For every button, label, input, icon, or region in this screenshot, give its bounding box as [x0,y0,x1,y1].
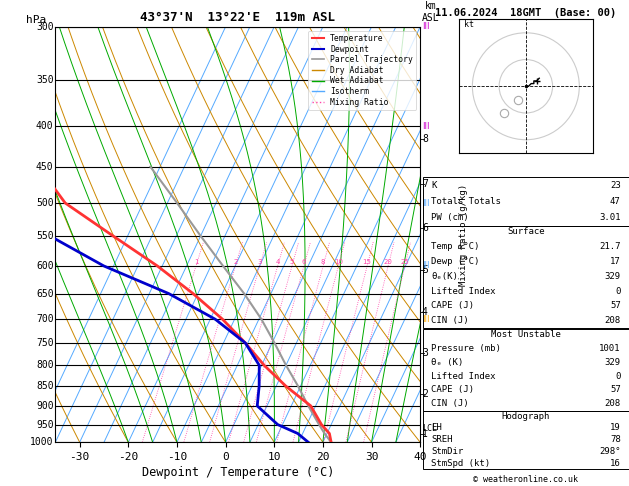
Text: 16: 16 [610,458,621,468]
Bar [423,177,629,226]
Text: CAPE (J): CAPE (J) [431,385,474,395]
Text: Lifted Index: Lifted Index [431,372,496,381]
Text: Pressure (mb): Pressure (mb) [431,344,501,353]
Text: 550: 550 [36,231,53,241]
Text: III: III [422,261,430,270]
Text: CIN (J): CIN (J) [431,399,469,408]
Text: 57: 57 [610,385,621,395]
Text: Dewp (°C): Dewp (°C) [431,257,479,266]
Text: K: K [431,181,437,190]
Bar [423,411,629,469]
Title: 43°37'N  13°22'E  119m ASL: 43°37'N 13°22'E 119m ASL [140,11,335,24]
Text: 400: 400 [36,121,53,131]
Text: EH: EH [431,423,442,432]
Text: 20: 20 [384,259,392,265]
Text: 4: 4 [422,307,428,317]
Text: 8: 8 [422,134,428,144]
Text: 21.7: 21.7 [599,243,621,251]
Text: 1: 1 [194,259,198,265]
Text: 600: 600 [36,261,53,271]
Text: Lifted Index: Lifted Index [431,287,496,295]
Text: 850: 850 [36,381,53,391]
Text: 6: 6 [422,223,428,233]
Text: θₑ (K): θₑ (K) [431,358,463,367]
Text: 25: 25 [401,259,409,265]
Text: 17: 17 [610,257,621,266]
Text: 329: 329 [604,272,621,281]
Text: 5: 5 [290,259,294,265]
Text: 950: 950 [36,419,53,430]
Text: 3: 3 [422,348,428,358]
Text: 4: 4 [276,259,280,265]
Text: 900: 900 [36,401,53,411]
Text: 298°: 298° [599,447,621,455]
X-axis label: Dewpoint / Temperature (°C): Dewpoint / Temperature (°C) [142,466,334,479]
Text: StmDir: StmDir [431,447,463,455]
Text: 47: 47 [610,197,621,206]
Text: 1000: 1000 [30,437,53,447]
Text: 78: 78 [610,434,621,444]
Text: III: III [422,199,430,208]
Text: CIN (J): CIN (J) [431,316,469,325]
Text: III: III [422,314,430,324]
Text: 8: 8 [321,259,325,265]
Text: kt: kt [464,20,474,30]
Text: 23: 23 [610,181,621,190]
Text: 500: 500 [36,198,53,208]
Text: 57: 57 [610,301,621,311]
Text: 450: 450 [36,162,53,172]
Text: Temp (°C): Temp (°C) [431,243,479,251]
Text: Most Unstable: Most Unstable [491,330,561,339]
Text: 1: 1 [422,429,428,439]
Text: 800: 800 [36,360,53,370]
Bar [423,226,629,328]
Text: 700: 700 [36,314,53,324]
Text: CAPE (J): CAPE (J) [431,301,474,311]
Bar [423,329,629,411]
Text: 300: 300 [36,22,53,32]
Text: 0: 0 [615,372,621,381]
Text: 1001: 1001 [599,344,621,353]
Text: 208: 208 [604,316,621,325]
Text: 350: 350 [36,75,53,85]
Text: 7: 7 [422,179,428,189]
Text: Mixing Ratio (g/kg): Mixing Ratio (g/kg) [459,183,469,286]
Text: SREH: SREH [431,434,452,444]
Text: Hodograph: Hodograph [502,412,550,421]
Text: 6: 6 [302,259,306,265]
Text: 208: 208 [604,399,621,408]
Text: PW (cm): PW (cm) [431,213,469,223]
Text: 10: 10 [334,259,343,265]
Text: 750: 750 [36,338,53,348]
Text: 2: 2 [233,259,238,265]
Text: 15: 15 [363,259,372,265]
Text: 5: 5 [422,265,428,275]
Text: III: III [422,22,430,31]
Text: © weatheronline.co.uk: © weatheronline.co.uk [474,474,578,484]
Text: StmSpd (kt): StmSpd (kt) [431,458,490,468]
Text: km
ASL: km ASL [422,1,440,22]
Text: Surface: Surface [507,227,545,236]
Text: hPa: hPa [26,15,47,25]
Text: θₑ(K): θₑ(K) [431,272,458,281]
Text: Totals Totals: Totals Totals [431,197,501,206]
Text: 3.01: 3.01 [599,213,621,223]
Text: 2: 2 [422,389,428,399]
Text: LCL: LCL [422,424,437,434]
Text: 329: 329 [604,358,621,367]
Text: III: III [422,122,430,131]
Text: 11.06.2024  18GMT  (Base: 00): 11.06.2024 18GMT (Base: 00) [435,8,616,18]
Text: 19: 19 [610,423,621,432]
Text: 0: 0 [615,287,621,295]
Text: 3: 3 [257,259,262,265]
Legend: Temperature, Dewpoint, Parcel Trajectory, Dry Adiabat, Wet Adiabat, Isotherm, Mi: Temperature, Dewpoint, Parcel Trajectory… [308,31,416,110]
Text: 650: 650 [36,289,53,298]
